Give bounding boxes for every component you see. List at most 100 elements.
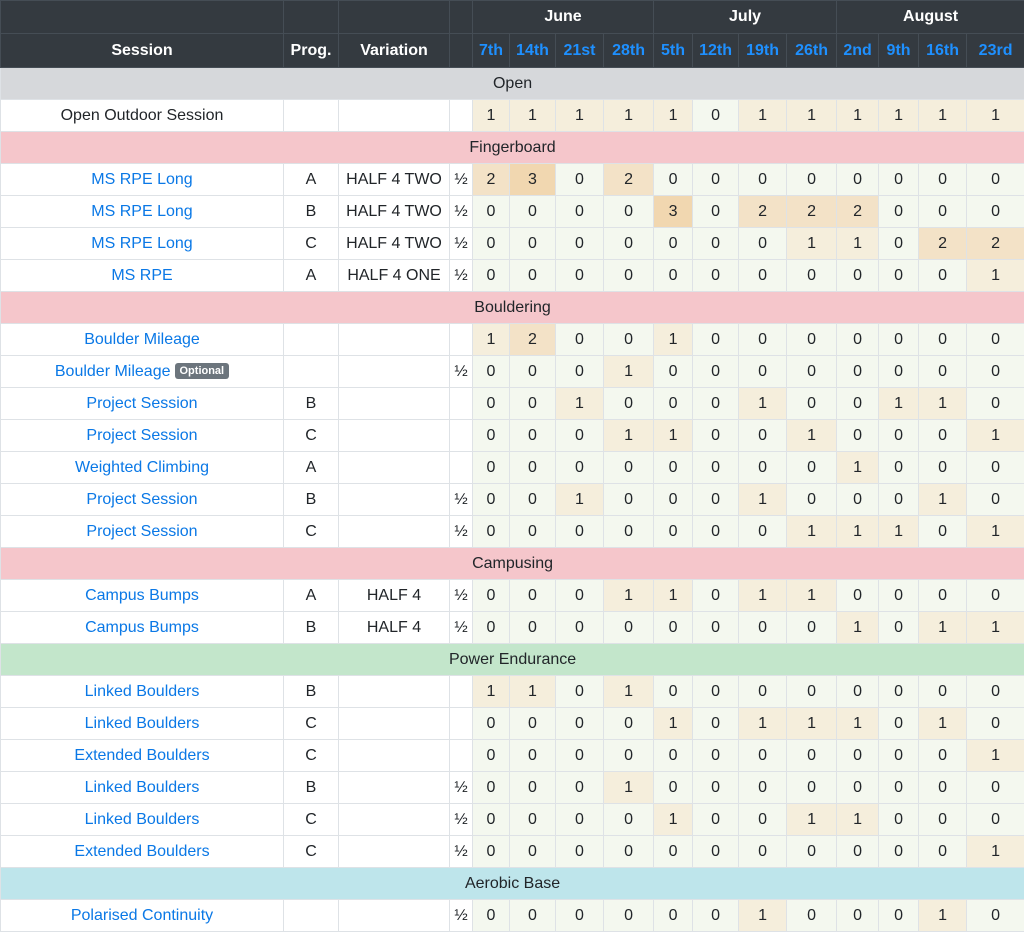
- week-header[interactable]: 23rd: [967, 34, 1024, 68]
- blank-header: [339, 1, 450, 34]
- session-label[interactable]: Extended Boulders: [74, 747, 209, 764]
- week-count-cell: 0: [693, 452, 739, 484]
- session-label[interactable]: Project Session: [86, 523, 197, 540]
- prog-cell: B: [284, 196, 339, 228]
- session-label[interactable]: Project Session: [86, 491, 197, 508]
- prog-cell: C: [284, 228, 339, 260]
- week-count-cell: 1: [739, 580, 787, 612]
- variation-cell: [339, 708, 450, 740]
- session-label[interactable]: Boulder Mileage: [55, 363, 171, 380]
- week-count-cell: 2: [919, 228, 967, 260]
- section-header-bouldering: Bouldering: [1, 292, 1024, 324]
- week-count-cell: 0: [837, 260, 879, 292]
- session-label[interactable]: Boulder Mileage: [84, 331, 200, 348]
- week-count-cell: 0: [879, 228, 919, 260]
- week-count-cell: 0: [473, 196, 510, 228]
- session-label[interactable]: MS RPE Long: [91, 171, 192, 188]
- session-link[interactable]: Linked Boulders: [1, 804, 284, 836]
- week-count-cell: 0: [604, 324, 654, 356]
- week-count-cell: 0: [510, 388, 556, 420]
- month-august: August: [837, 1, 1024, 34]
- week-count-cell: 1: [654, 804, 693, 836]
- session-label[interactable]: Campus Bumps: [85, 587, 199, 604]
- session-link[interactable]: Linked Boulders: [1, 708, 284, 740]
- week-header[interactable]: 2nd: [837, 34, 879, 68]
- session-link[interactable]: Weighted Climbing: [1, 452, 284, 484]
- week-count-cell: 0: [693, 164, 739, 196]
- session-label[interactable]: Linked Boulders: [85, 715, 200, 732]
- session-label[interactable]: Extended Boulders: [74, 843, 209, 860]
- week-header[interactable]: 26th: [787, 34, 837, 68]
- week-header[interactable]: 9th: [879, 34, 919, 68]
- week-count-cell: 0: [919, 772, 967, 804]
- section-header-campusing: Campusing: [1, 548, 1024, 580]
- week-count-cell: 0: [654, 164, 693, 196]
- session-link[interactable]: MS RPE Long: [1, 228, 284, 260]
- week-count-cell: 0: [654, 452, 693, 484]
- week-count-cell: 0: [967, 164, 1024, 196]
- prog-cell: C: [284, 740, 339, 772]
- session-label[interactable]: Project Session: [86, 395, 197, 412]
- blank-header: [450, 1, 473, 34]
- session-link[interactable]: MS RPE: [1, 260, 284, 292]
- half-cell: ½: [450, 900, 473, 932]
- week-count-cell: 0: [787, 612, 837, 644]
- week-count-cell: 0: [654, 836, 693, 868]
- week-header[interactable]: 16th: [919, 34, 967, 68]
- variation-cell: [339, 836, 450, 868]
- session-link[interactable]: Project Session: [1, 484, 284, 516]
- session-label[interactable]: MS RPE: [111, 267, 172, 284]
- week-count-cell: 1: [837, 516, 879, 548]
- week-count-cell: 0: [556, 772, 604, 804]
- prog-cell: C: [284, 804, 339, 836]
- session-link[interactable]: Linked Boulders: [1, 772, 284, 804]
- week-header[interactable]: 28th: [604, 34, 654, 68]
- week-header[interactable]: 19th: [739, 34, 787, 68]
- session-label[interactable]: Weighted Climbing: [75, 459, 209, 476]
- week-count-cell: 3: [654, 196, 693, 228]
- week-count-cell: 1: [604, 676, 654, 708]
- session-link[interactable]: Campus Bumps: [1, 580, 284, 612]
- session-link[interactable]: Linked Boulders: [1, 676, 284, 708]
- session-label[interactable]: MS RPE Long: [91, 235, 192, 252]
- session-link[interactable]: Campus Bumps: [1, 612, 284, 644]
- session-link[interactable]: MS RPE Long: [1, 164, 284, 196]
- session-label[interactable]: Linked Boulders: [85, 811, 200, 828]
- variation-cell: [339, 804, 450, 836]
- week-header[interactable]: 5th: [654, 34, 693, 68]
- session-link[interactable]: Polarised Continuity: [1, 900, 284, 932]
- session-link[interactable]: Project Session: [1, 420, 284, 452]
- session-link[interactable]: Extended Boulders: [1, 740, 284, 772]
- week-header[interactable]: 7th: [473, 34, 510, 68]
- week-count-cell: 0: [837, 356, 879, 388]
- week-count-cell: 0: [510, 804, 556, 836]
- week-count-cell: 0: [879, 708, 919, 740]
- variation-cell: [339, 900, 450, 932]
- week-count-cell: 0: [510, 452, 556, 484]
- week-count-cell: 1: [837, 228, 879, 260]
- session-label[interactable]: Campus Bumps: [85, 619, 199, 636]
- session-label[interactable]: Linked Boulders: [85, 779, 200, 796]
- session-label[interactable]: Polarised Continuity: [71, 907, 213, 924]
- week-header[interactable]: 21st: [556, 34, 604, 68]
- session-link[interactable]: Project Session: [1, 516, 284, 548]
- week-count-cell: 0: [654, 676, 693, 708]
- week-header[interactable]: 14th: [510, 34, 556, 68]
- session-label[interactable]: Project Session: [86, 427, 197, 444]
- session-label[interactable]: Linked Boulders: [85, 683, 200, 700]
- session-link[interactable]: Boulder Mileage: [1, 324, 284, 356]
- week-header[interactable]: 12th: [693, 34, 739, 68]
- week-count-cell: 0: [604, 388, 654, 420]
- session-column-header: Session: [1, 34, 284, 68]
- variation-cell: [339, 516, 450, 548]
- session-label[interactable]: MS RPE Long: [91, 203, 192, 220]
- week-count-cell: 1: [919, 708, 967, 740]
- session-link[interactable]: Extended Boulders: [1, 836, 284, 868]
- session-link[interactable]: Project Session: [1, 388, 284, 420]
- half-cell: ½: [450, 580, 473, 612]
- half-cell: [450, 676, 473, 708]
- session-link[interactable]: MS RPE Long: [1, 196, 284, 228]
